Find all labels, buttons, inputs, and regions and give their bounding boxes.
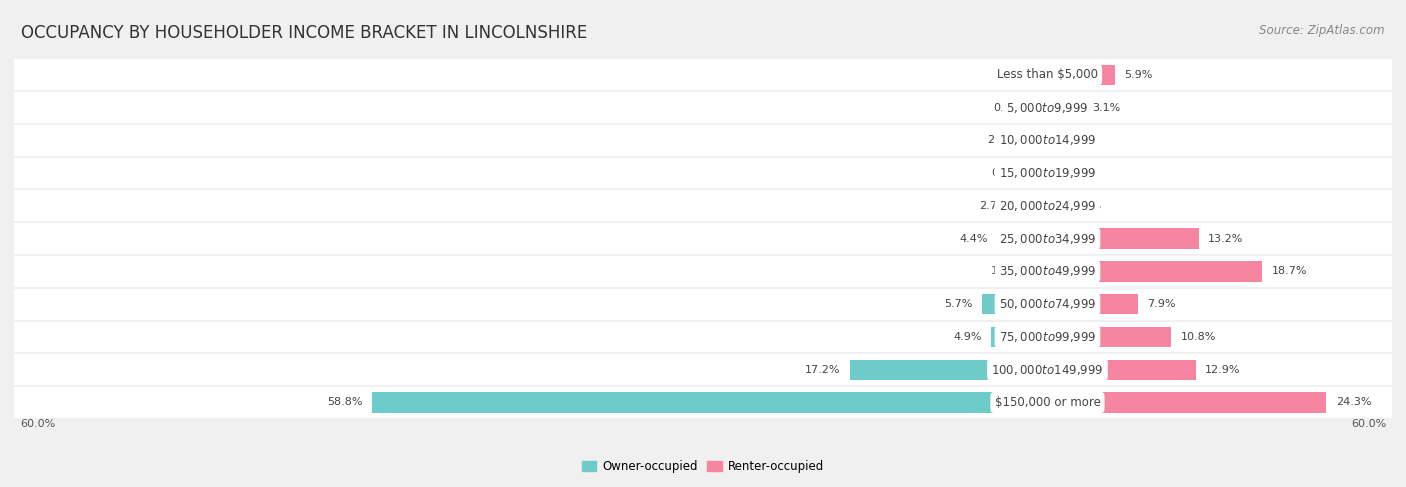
- Text: 2.0%: 2.0%: [987, 135, 1015, 145]
- Legend: Owner-occupied, Renter-occupied: Owner-occupied, Renter-occupied: [578, 455, 828, 478]
- Bar: [1038, 97, 1047, 118]
- Text: Less than $5,000: Less than $5,000: [997, 68, 1098, 81]
- Text: 4.9%: 4.9%: [953, 332, 981, 342]
- Bar: [14, 189, 1392, 222]
- Bar: [14, 124, 1392, 157]
- Bar: [851, 359, 1047, 380]
- Bar: [14, 353, 1392, 386]
- Text: 12.9%: 12.9%: [1205, 365, 1240, 375]
- Text: $5,000 to $9,999: $5,000 to $9,999: [1007, 101, 1088, 114]
- Text: 0.87%: 0.87%: [993, 70, 1028, 80]
- Text: 5.9%: 5.9%: [1125, 70, 1153, 80]
- Bar: [1047, 228, 1199, 249]
- Text: $25,000 to $34,999: $25,000 to $34,999: [998, 232, 1097, 245]
- Bar: [997, 228, 1047, 249]
- Bar: [1038, 65, 1047, 85]
- Bar: [1047, 97, 1083, 118]
- Text: 10.8%: 10.8%: [1181, 332, 1216, 342]
- Bar: [1025, 130, 1047, 150]
- Text: 1.5%: 1.5%: [1074, 201, 1102, 211]
- Bar: [14, 222, 1392, 255]
- Text: $15,000 to $19,999: $15,000 to $19,999: [998, 166, 1097, 180]
- Text: 0.87%: 0.87%: [993, 103, 1028, 112]
- Text: 0.98%: 0.98%: [991, 168, 1026, 178]
- Text: 2.7%: 2.7%: [979, 201, 1007, 211]
- Text: 4.4%: 4.4%: [959, 234, 988, 244]
- Bar: [14, 288, 1392, 320]
- Bar: [1047, 130, 1056, 150]
- Bar: [14, 255, 1392, 288]
- Text: 1.0%: 1.0%: [1069, 168, 1097, 178]
- Bar: [1047, 163, 1059, 183]
- Text: 58.8%: 58.8%: [328, 397, 363, 408]
- Bar: [1047, 359, 1195, 380]
- Text: 1.7%: 1.7%: [990, 266, 1019, 277]
- Text: 60.0%: 60.0%: [20, 419, 55, 429]
- Bar: [14, 91, 1392, 124]
- Bar: [1017, 196, 1047, 216]
- Text: $10,000 to $14,999: $10,000 to $14,999: [998, 133, 1097, 148]
- Bar: [1028, 261, 1047, 281]
- Text: $35,000 to $49,999: $35,000 to $49,999: [998, 264, 1097, 279]
- Bar: [1047, 196, 1064, 216]
- Bar: [14, 320, 1392, 353]
- Bar: [1047, 393, 1326, 412]
- Bar: [981, 294, 1047, 314]
- Text: Source: ZipAtlas.com: Source: ZipAtlas.com: [1260, 24, 1385, 37]
- Text: 7.9%: 7.9%: [1147, 299, 1175, 309]
- Text: 60.0%: 60.0%: [1351, 419, 1386, 429]
- Text: 17.2%: 17.2%: [806, 365, 841, 375]
- Text: $75,000 to $99,999: $75,000 to $99,999: [998, 330, 1097, 344]
- Bar: [14, 58, 1392, 91]
- Text: 18.7%: 18.7%: [1271, 266, 1306, 277]
- Text: $100,000 to $149,999: $100,000 to $149,999: [991, 363, 1104, 376]
- Text: 3.1%: 3.1%: [1092, 103, 1121, 112]
- Text: $20,000 to $24,999: $20,000 to $24,999: [998, 199, 1097, 213]
- Bar: [1047, 261, 1263, 281]
- Bar: [991, 327, 1047, 347]
- Text: 5.7%: 5.7%: [945, 299, 973, 309]
- Text: 13.2%: 13.2%: [1208, 234, 1243, 244]
- Text: 24.3%: 24.3%: [1336, 397, 1371, 408]
- Bar: [1047, 65, 1115, 85]
- Text: 0.73%: 0.73%: [1064, 135, 1101, 145]
- Bar: [1047, 294, 1139, 314]
- Bar: [14, 157, 1392, 189]
- Text: $150,000 or more: $150,000 or more: [994, 396, 1101, 409]
- Bar: [1047, 327, 1171, 347]
- Bar: [14, 386, 1392, 419]
- Bar: [373, 393, 1047, 412]
- Bar: [1036, 163, 1047, 183]
- Text: OCCUPANCY BY HOUSEHOLDER INCOME BRACKET IN LINCOLNSHIRE: OCCUPANCY BY HOUSEHOLDER INCOME BRACKET …: [21, 24, 588, 42]
- Text: $50,000 to $74,999: $50,000 to $74,999: [998, 297, 1097, 311]
